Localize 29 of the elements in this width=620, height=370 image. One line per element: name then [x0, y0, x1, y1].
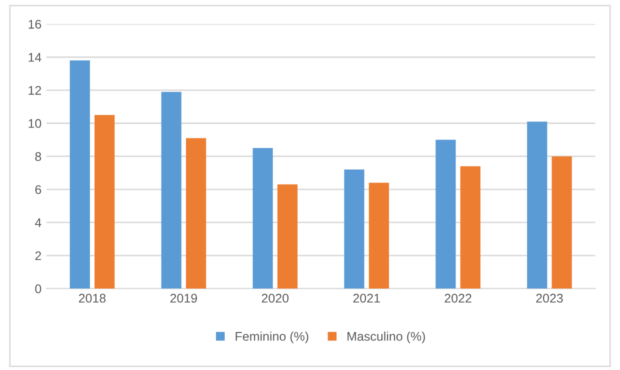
- y-tick-label: 12: [28, 86, 42, 95]
- bar: [368, 182, 389, 289]
- legend-label: Masculino (%): [348, 332, 425, 344]
- bar: [552, 156, 572, 289]
- y-tick-label: 10: [28, 119, 42, 128]
- x-tick-label: 2023: [536, 294, 563, 303]
- bar: [94, 114, 115, 289]
- x-tick-label: 2019: [170, 294, 197, 303]
- bar: [436, 140, 456, 289]
- bar: [527, 122, 548, 289]
- legend-label: Feminino (%): [236, 332, 308, 344]
- x-tick-label: 2022: [444, 294, 472, 303]
- x-tick-label: 2018: [78, 294, 106, 303]
- y-tick-label: 4: [34, 218, 42, 227]
- y-tick-label: 2: [35, 251, 42, 260]
- y-tick-label: 16: [28, 20, 42, 29]
- bar: [70, 60, 90, 289]
- y-tick-label: 0: [35, 284, 42, 294]
- bar: [252, 148, 273, 289]
- bar: [344, 170, 364, 289]
- bar: [460, 166, 480, 289]
- y-tick-label: 6: [35, 185, 42, 194]
- y-tick-label: 8: [35, 152, 42, 161]
- y-tick-label: 14: [28, 53, 42, 62]
- x-tick-label: 2021: [353, 294, 380, 303]
- bar: [186, 138, 206, 289]
- x-tick-label: 2020: [262, 294, 289, 303]
- bar: [277, 184, 298, 289]
- bar: [161, 92, 182, 289]
